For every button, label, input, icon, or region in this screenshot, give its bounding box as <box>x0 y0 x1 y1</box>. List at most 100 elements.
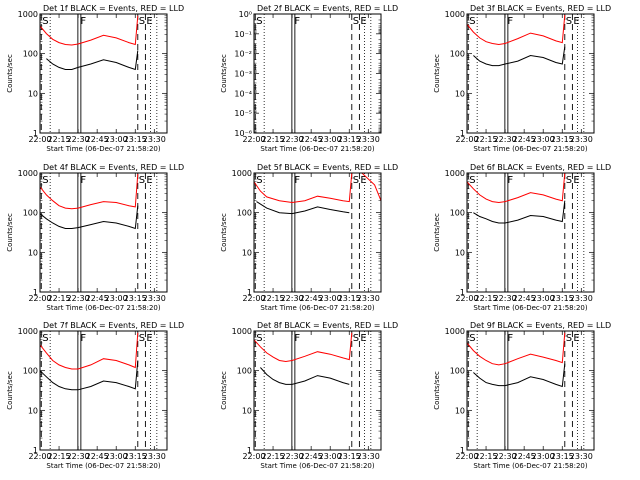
y-tick-label: 100 <box>450 209 465 218</box>
y-tick-label: 10⁻⁶ <box>234 129 252 138</box>
y-tick-label: 1 <box>33 288 38 297</box>
x-tick-label: 22:00 <box>28 294 51 303</box>
series-line-events <box>256 201 350 215</box>
x-tick-label: 22:30 <box>281 294 304 303</box>
x-tick-label: 22:15 <box>48 452 71 461</box>
y-tick-label: 10 <box>28 248 38 257</box>
y-tick-label: 10⁻¹ <box>234 30 252 39</box>
plot-frame <box>39 172 168 293</box>
x-tick-label: 22:15 <box>48 294 71 303</box>
x-tick-label: 22:15 <box>48 135 71 144</box>
x-tick-label: 22:30 <box>494 294 517 303</box>
series-line-lld <box>253 332 353 363</box>
marker-label: S <box>139 175 145 186</box>
x-tick-label: 22:45 <box>86 452 109 461</box>
panel-det-8f: Det 8f BLACK = Events, RED = LLD Counts/s… <box>220 321 398 470</box>
y-tick-label: 100 <box>23 367 38 376</box>
x-tick-label: 22:30 <box>494 135 517 144</box>
x-tick-label: 23:30 <box>357 135 380 144</box>
y-tick-label: 1 <box>33 129 38 138</box>
x-axis-label: Start Time (06-Dec-07 21:58:20) <box>260 304 374 312</box>
marker-label: S <box>353 16 359 27</box>
marker-label: F <box>80 333 86 344</box>
x-tick-label: 22:00 <box>28 452 51 461</box>
y-tick-label: 10⁻⁵ <box>234 109 252 118</box>
x-tick-label: 23:30 <box>143 135 166 144</box>
panel-title: Det 3f BLACK = Events, RED = LLD <box>470 4 611 13</box>
x-tick-label: 22:00 <box>242 135 265 144</box>
series-line-lld <box>39 332 139 370</box>
x-tick-label: 23:00 <box>105 294 128 303</box>
marker-label: E <box>360 16 366 27</box>
x-tick-label: 23:00 <box>532 452 555 461</box>
y-axis-label: Counts/sec <box>433 213 441 252</box>
y-tick-label: 100 <box>237 209 252 218</box>
x-tick-label: 22:45 <box>513 452 536 461</box>
x-tick-label: 23:30 <box>143 452 166 461</box>
y-tick-label: 1000 <box>18 169 38 178</box>
x-tick-label: 22:00 <box>28 135 51 144</box>
marker-label: E <box>360 175 366 186</box>
series-line-lld <box>466 172 566 204</box>
y-tick-label: 1 <box>460 446 465 455</box>
y-axis-label: Counts/sec <box>220 371 228 410</box>
x-tick-label: 22:00 <box>455 294 478 303</box>
panel-det-5f: Det 5f BLACK = Events, RED = LLD Counts/s… <box>220 163 398 312</box>
series-line-events <box>39 205 139 230</box>
panel-title: Det 8f BLACK = Events, RED = LLD <box>257 321 398 330</box>
series-line-lld <box>466 332 566 366</box>
y-axis-label: Counts/sec <box>220 213 228 252</box>
y-axis-label: Counts/sec <box>220 54 228 93</box>
panel-det-4f: Det 4f BLACK = Events, RED = LLD Counts/s… <box>6 163 184 312</box>
x-tick-label: 22:15 <box>262 294 285 303</box>
plot-frame <box>39 13 168 134</box>
marker-label: F <box>294 333 300 344</box>
y-axis-label: Counts/sec <box>433 371 441 410</box>
marker-label: S <box>469 175 475 186</box>
marker-label: E <box>573 333 579 344</box>
marker-label: S <box>42 333 48 344</box>
x-tick-label: 23:00 <box>105 135 128 144</box>
series-line-lld <box>39 15 139 46</box>
x-axis-label: Start Time (06-Dec-07 21:58:20) <box>46 304 160 312</box>
plot-frame <box>253 13 382 134</box>
panel-title: Det 6f BLACK = Events, RED = LLD <box>470 163 611 172</box>
series-line-events <box>260 367 350 385</box>
marker-label: S <box>566 175 572 186</box>
y-tick-label: 10⁻⁴ <box>234 89 252 98</box>
x-tick-label: 22:45 <box>86 135 109 144</box>
panel-det-6f: Det 6f BLACK = Events, RED = LLD Counts/s… <box>433 163 611 312</box>
series-line-events <box>473 46 566 67</box>
marker-label: F <box>80 16 86 27</box>
series-line-events <box>39 360 139 391</box>
series-line-events <box>473 200 566 224</box>
x-tick-label: 23:15 <box>124 135 147 144</box>
x-tick-label: 22:30 <box>67 135 90 144</box>
y-tick-label: 10⁻² <box>234 50 252 59</box>
marker-label: F <box>294 16 300 27</box>
marker-label: F <box>80 175 86 186</box>
x-tick-label: 23:30 <box>570 294 593 303</box>
x-tick-label: 23:30 <box>357 294 380 303</box>
panel-title: Det 2f BLACK = Events, RED = LLD <box>257 4 398 13</box>
marker-label: S <box>42 175 48 186</box>
y-tick-label: 1000 <box>445 169 465 178</box>
panel-det-9f: Det 9f BLACK = Events, RED = LLD Counts/s… <box>433 321 611 470</box>
y-tick-label: 1000 <box>232 169 252 178</box>
series-line-lld <box>39 173 139 210</box>
marker-label: F <box>507 16 513 27</box>
y-axis-label: Counts/sec <box>6 213 14 252</box>
x-tick-label: 23:00 <box>319 452 342 461</box>
marker-label: S <box>256 333 262 344</box>
y-tick-label: 10 <box>242 248 252 257</box>
y-tick-label: 100 <box>450 367 465 376</box>
marker-label: E <box>360 333 366 344</box>
marker-label: E <box>573 175 579 186</box>
x-tick-label: 22:45 <box>513 294 536 303</box>
x-tick-label: 22:00 <box>455 135 478 144</box>
x-tick-label: 23:30 <box>357 452 380 461</box>
x-tick-label: 23:15 <box>551 135 574 144</box>
x-tick-label: 22:00 <box>242 294 265 303</box>
panel-title: Det 5f BLACK = Events, RED = LLD <box>257 163 398 172</box>
